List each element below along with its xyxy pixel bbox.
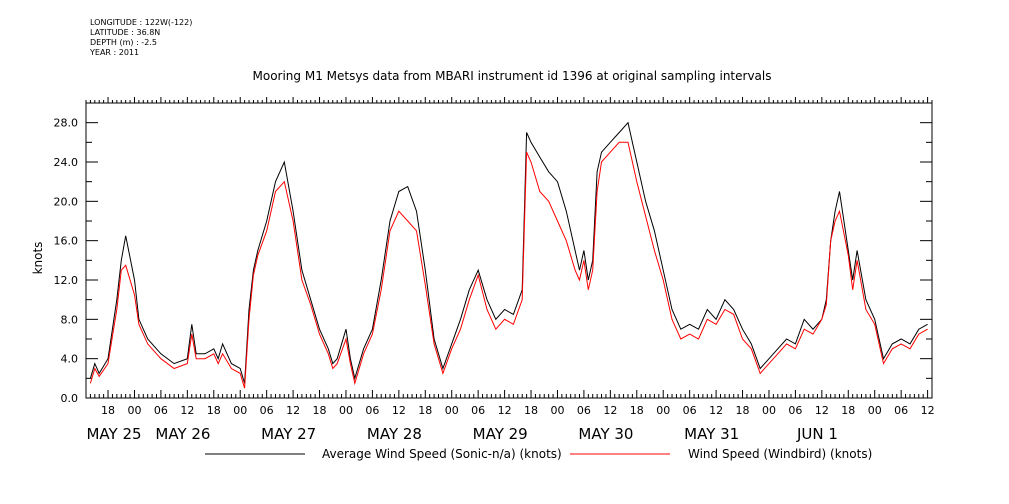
x-hour-label: 06: [577, 404, 591, 417]
depth-text: DEPTH (m) : -2.5: [90, 38, 157, 47]
x-hour-label: 00: [233, 404, 247, 417]
x-hour-label: 18: [736, 404, 750, 417]
x-day-label: MAY 29: [473, 425, 528, 443]
x-day-label: MAY 30: [578, 425, 633, 443]
longitude-text: LONGITUDE : 122W(-122): [90, 18, 193, 27]
x-day-label: MAY 31: [684, 425, 739, 443]
y-tick-label: 8.0: [61, 313, 79, 326]
y-tick-label: 28.0: [54, 117, 79, 130]
x-hour-label: 06: [471, 404, 485, 417]
x-hour-label: 00: [762, 404, 776, 417]
x-hour-label: 00: [656, 404, 670, 417]
x-hour-label: 00: [550, 404, 564, 417]
series-group: [89, 121, 928, 389]
x-hour-label: 00: [868, 404, 882, 417]
x-hour-label: 12: [180, 404, 194, 417]
x-hour-label: 06: [154, 404, 168, 417]
y-tick-label: 24.0: [54, 156, 79, 169]
x-day-label: MAY 28: [367, 425, 422, 443]
x-hour-label: 18: [207, 404, 221, 417]
x-hour-label: 18: [313, 404, 327, 417]
x-hour-label: 12: [392, 404, 406, 417]
x-hour-label: 06: [894, 404, 908, 417]
x-hour-label: 18: [524, 404, 538, 417]
axes-group: 0.0 4.0 8.0 12.0 16.0 20.0 24.0 28.0 18 00 06 12 18 0…: [54, 97, 935, 443]
y-axis-label: knots: [31, 242, 45, 275]
x-hour-label: 12: [709, 404, 723, 417]
x-hour-label: 12: [815, 404, 829, 417]
chart-title: Mooring M1 Metsys data from MBARI instru…: [253, 69, 772, 83]
y-tick-label: 12.0: [54, 274, 79, 287]
latitude-text: LATITUDE : 36.8N: [90, 28, 161, 37]
legend: Average Wind Speed (Sonic-n/a) (knots) W…: [205, 447, 872, 461]
series-line-windbird: [89, 141, 928, 389]
x-hour-label: 18: [418, 404, 432, 417]
x-day-label: MAY 26: [155, 425, 210, 443]
x-hour-label: 00: [339, 404, 353, 417]
legend-label-average-wind: Average Wind Speed (Sonic-n/a) (knots): [322, 447, 562, 461]
x-hour-label: 12: [498, 404, 512, 417]
x-hour-label: 18: [841, 404, 855, 417]
y-tick-label: 16.0: [54, 235, 79, 248]
x-day-label: JUN 1: [796, 425, 838, 443]
legend-label-windbird: Wind Speed (Windbird) (knots): [688, 447, 872, 461]
x-hour-label: 06: [260, 404, 274, 417]
x-day-label: MAY 25: [86, 425, 141, 443]
year-text: YEAR : 2011: [90, 48, 140, 57]
x-hour-label: 12: [921, 404, 935, 417]
metadata-block: LONGITUDE : 122W(-122) LATITUDE : 36.8N …: [90, 18, 192, 58]
y-tick-label: 0.0: [61, 392, 79, 405]
x-day-label: MAY 27: [261, 425, 316, 443]
x-hour-label: 18: [101, 404, 115, 417]
x-hour-label: 00: [127, 404, 141, 417]
y-tick-label: 4.0: [61, 353, 79, 366]
x-hour-label: 06: [683, 404, 697, 417]
x-hour-label: 18: [630, 404, 644, 417]
x-hour-label: 06: [365, 404, 379, 417]
x-hour-label: 06: [788, 404, 802, 417]
x-hour-label: 00: [445, 404, 459, 417]
x-hour-label: 12: [286, 404, 300, 417]
series-line-average-wind: [89, 121, 928, 384]
y-tick-label: 20.0: [54, 195, 79, 208]
x-hour-label: 12: [603, 404, 617, 417]
